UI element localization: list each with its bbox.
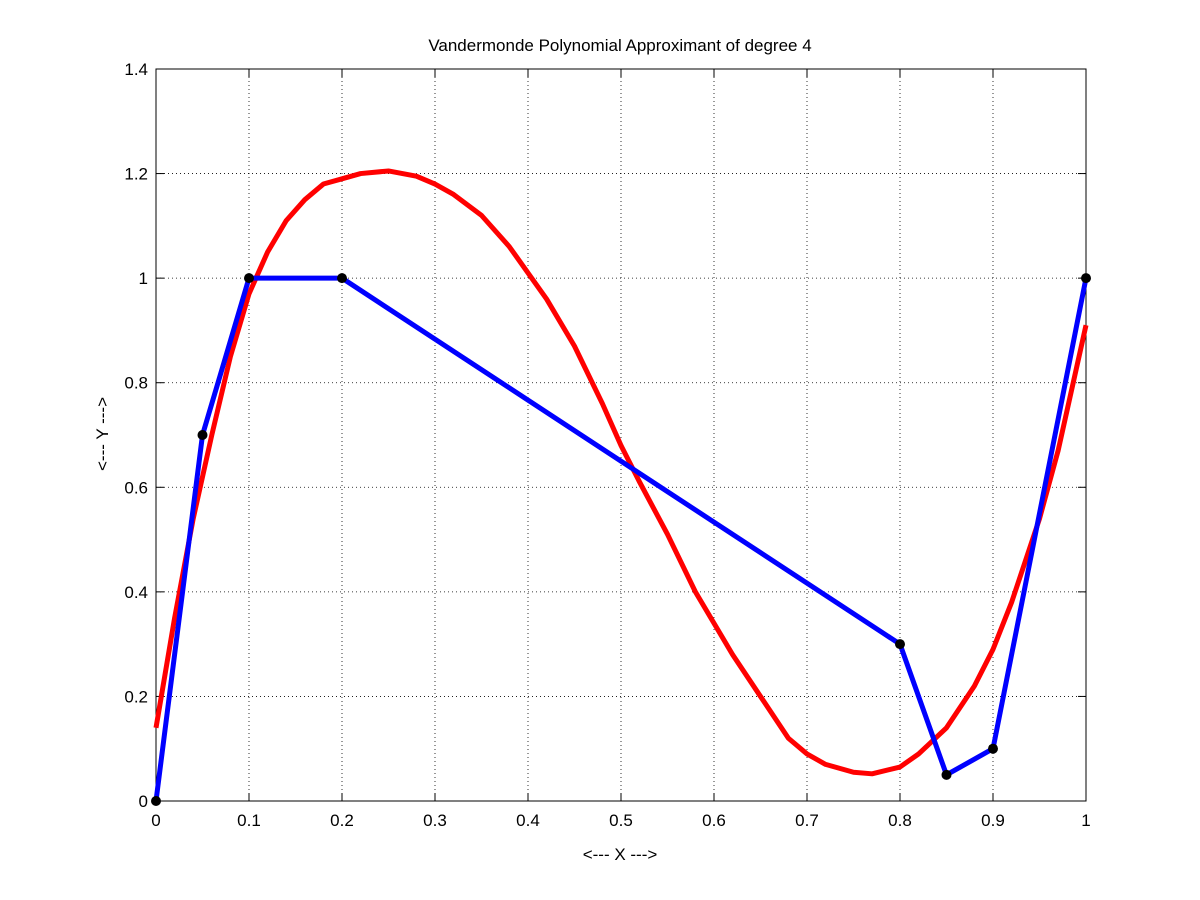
data-point-marker [337, 273, 347, 284]
x-axis-title: <--- X ---> [583, 845, 658, 864]
x-tick-label: 0.6 [702, 811, 726, 830]
series-group [151, 168, 1091, 806]
x-tick-label: 0.4 [516, 811, 540, 830]
y-tick-label: 0.8 [124, 374, 148, 393]
data-point-marker [151, 796, 161, 806]
y-tick-label: 0.6 [124, 478, 148, 497]
x-tick-label: 0.3 [423, 811, 447, 830]
y-tick-label: 1.4 [124, 60, 148, 79]
data-point-marker [895, 639, 905, 650]
data-point-marker [988, 743, 998, 754]
y-tick-label: 0 [139, 792, 148, 811]
plot-area-frame [155, 68, 1087, 802]
grid [156, 69, 1086, 801]
axis-ticks: 0 0.1 0.2 0.3 0.4 0.5 0.6 0.7 0.8 0.9 1 0 0.2 0.4 0.6 0… [124, 60, 1090, 830]
chart-title: Vandermonde Polynomial Approximant of de… [428, 36, 811, 55]
y-axis-title: <--- Y ---> [93, 397, 112, 471]
y-tick-label: 1 [139, 269, 148, 288]
x-tick-label: 0.7 [795, 811, 819, 830]
x-tick-label: 1 [1081, 811, 1090, 830]
y-tick-label: 0.4 [124, 583, 148, 602]
y-tick-label: 1.2 [124, 165, 148, 184]
data-point-marker [197, 430, 208, 440]
data-point-marker [244, 273, 254, 284]
data-point-marker [941, 769, 952, 780]
x-tick-label: 0.9 [981, 811, 1005, 830]
y-tick-label: 0.2 [124, 687, 148, 706]
x-tick-label: 0.1 [237, 811, 261, 830]
x-tick-label: 0.2 [330, 811, 354, 830]
series-line-2 [153, 275, 1089, 802]
x-tick-label: 0.5 [609, 811, 633, 830]
series-line-1 [153, 168, 1089, 777]
x-tick-label: 0.8 [888, 811, 912, 830]
x-tick-label: 0 [151, 811, 160, 830]
data-point-marker [1081, 273, 1091, 284]
